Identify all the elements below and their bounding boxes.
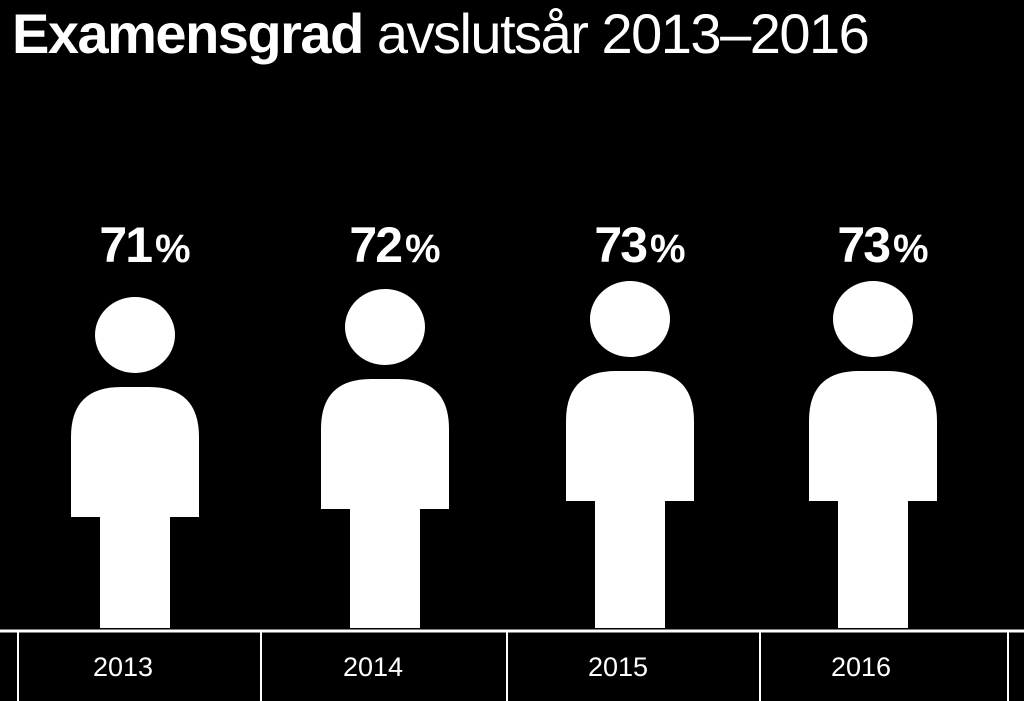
figure-body-2016	[809, 371, 937, 628]
category-label-2016: 2016	[831, 652, 891, 682]
figure-head-2014	[345, 289, 425, 365]
category-label-2014: 2014	[343, 652, 403, 682]
figure-head-2013	[95, 297, 175, 373]
figure-2013	[71, 297, 199, 628]
chart-title-bold: Examensgrad	[12, 2, 364, 65]
value-number-2013: 71	[99, 217, 152, 273]
figure-body-2014	[321, 379, 449, 628]
value-unit-2015: %	[650, 227, 686, 271]
category-label-2015: 2015	[588, 652, 648, 682]
value-number-2014: 72	[349, 217, 401, 273]
value-unit-2013: %	[155, 227, 191, 271]
figure-head-2015	[590, 281, 670, 357]
figure-body-2015	[566, 371, 694, 628]
figure-2014	[321, 289, 449, 628]
value-label-2013: 71%	[99, 217, 190, 273]
value-label-2015: 73%	[594, 217, 685, 273]
figure-head-2016	[833, 281, 913, 357]
chart-title: Examensgrad avslutsår 2013–2016	[12, 2, 870, 66]
value-number-2015: 73	[594, 217, 646, 273]
value-number-2016: 73	[837, 217, 889, 273]
value-unit-2016: %	[893, 227, 929, 271]
figure-2015	[566, 281, 694, 628]
figure-2016	[809, 281, 937, 628]
value-unit-2014: %	[405, 227, 441, 271]
chart-title-light: avslutsår 2013–2016	[376, 2, 870, 65]
category-label-2013: 2013	[93, 652, 153, 682]
figure-body-2013	[71, 387, 199, 628]
value-label-2014: 72%	[349, 217, 440, 273]
value-label-2016: 73%	[837, 217, 928, 273]
